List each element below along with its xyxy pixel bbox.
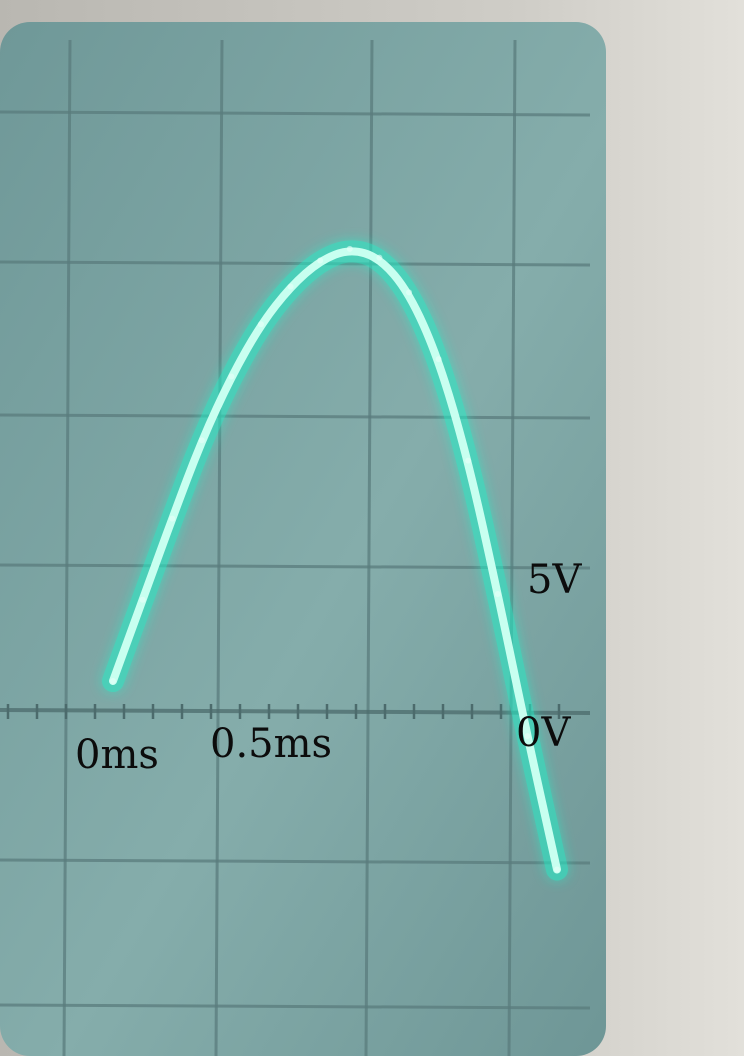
waveform-point	[317, 257, 324, 264]
waveform-point	[406, 289, 412, 296]
waveform-point	[435, 356, 442, 363]
grid-line-horizontal	[0, 1003, 591, 1010]
waveform-point	[494, 591, 501, 597]
grid-line-horizontal	[0, 858, 591, 865]
waveform-trace	[102, 240, 568, 881]
y-tick-label-0v: 0V	[516, 710, 571, 756]
waveform-point	[554, 866, 560, 873]
y-tick-label-5v: 5V	[527, 557, 582, 603]
waveform-point	[198, 437, 205, 444]
waveform-point	[139, 596, 146, 603]
grid-line-vertical	[507, 39, 517, 1056]
center-axis-line	[0, 708, 591, 715]
waveform-point	[376, 254, 383, 261]
grid-line-horizontal	[0, 260, 591, 267]
waveform-point	[524, 733, 531, 740]
center-axis-ticks	[6, 704, 561, 719]
waveform-point	[287, 283, 294, 290]
grid-line-vertical	[364, 39, 374, 1056]
waveform-point	[110, 678, 116, 684]
waveform-point	[258, 321, 264, 328]
grid-line-vertical	[214, 39, 224, 1056]
grid-line-horizontal	[0, 110, 591, 117]
x-tick-label-0-5ms: 0.5ms	[210, 721, 332, 767]
grid-line-vertical	[62, 39, 72, 1056]
waveform-point	[169, 515, 176, 522]
grid-line-horizontal	[0, 413, 591, 420]
waveform-line	[109, 247, 561, 874]
waveform-point	[228, 373, 235, 380]
x-tick-label-0ms: 0ms	[75, 732, 159, 778]
screen-background	[0, 22, 606, 1056]
waveform-point	[465, 457, 472, 464]
waveform-point	[346, 245, 353, 252]
